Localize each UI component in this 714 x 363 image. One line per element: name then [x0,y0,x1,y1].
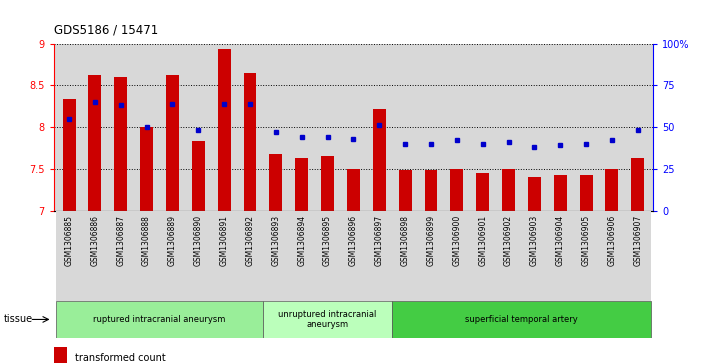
Text: GSM1306885: GSM1306885 [64,215,74,266]
Text: ruptured intracranial aneurysm: ruptured intracranial aneurysm [94,315,226,324]
Bar [269,154,282,211]
Bar [418,211,444,301]
Text: GSM1306906: GSM1306906 [608,215,616,266]
Text: GSM1306903: GSM1306903 [530,215,539,266]
Bar [425,171,438,211]
Bar [625,211,650,301]
Text: GSM1306890: GSM1306890 [193,215,203,266]
Text: tissue: tissue [4,314,33,325]
Text: GSM1306904: GSM1306904 [555,215,565,266]
Bar [321,156,334,211]
Bar [166,75,179,211]
Bar [554,175,567,211]
Bar [573,211,599,301]
Bar [82,211,108,301]
Bar [114,77,127,211]
Bar [451,169,463,211]
Bar [159,211,186,301]
Bar [366,211,392,301]
Bar [218,49,231,211]
Bar [237,211,263,301]
Bar [476,173,489,211]
Text: GSM1306889: GSM1306889 [168,215,177,266]
Text: GDS5186 / 15471: GDS5186 / 15471 [54,23,158,36]
Text: unruptured intracranial
aneurysm: unruptured intracranial aneurysm [278,310,377,329]
Bar [288,211,315,301]
Bar [56,301,263,338]
Bar [373,109,386,211]
Bar [192,141,205,211]
Bar [496,211,521,301]
Text: GSM1306900: GSM1306900 [453,215,461,266]
Bar [341,211,366,301]
Bar [108,211,134,301]
Bar [528,177,541,211]
Bar [263,301,392,338]
Bar [89,75,101,211]
Bar [263,211,288,301]
Bar [599,211,625,301]
Text: GSM1306905: GSM1306905 [582,215,590,266]
Text: GSM1306895: GSM1306895 [323,215,332,266]
Bar [502,169,515,211]
Text: transformed count: transformed count [74,354,166,363]
Text: GSM1306886: GSM1306886 [91,215,99,266]
Bar [347,169,360,211]
Bar [56,211,82,301]
Text: GSM1306887: GSM1306887 [116,215,125,266]
Text: GSM1306894: GSM1306894 [297,215,306,266]
Text: GSM1306907: GSM1306907 [633,215,643,266]
Bar [392,211,418,301]
Text: GSM1306892: GSM1306892 [246,215,254,266]
Bar [521,211,548,301]
Text: GSM1306898: GSM1306898 [401,215,410,266]
Bar [54,347,66,363]
Text: GSM1306891: GSM1306891 [220,215,228,266]
Bar [134,211,159,301]
Bar [631,158,644,211]
Bar [315,211,341,301]
Bar [444,211,470,301]
Bar [296,158,308,211]
Text: GSM1306902: GSM1306902 [504,215,513,266]
Bar [140,127,153,211]
Bar [605,169,618,211]
Bar [548,211,573,301]
Bar [580,175,593,211]
Text: GSM1306888: GSM1306888 [142,215,151,266]
Bar [243,73,256,211]
Bar [392,301,650,338]
Text: GSM1306893: GSM1306893 [271,215,281,266]
Text: GSM1306897: GSM1306897 [375,215,384,266]
Bar [470,211,496,301]
Text: GSM1306901: GSM1306901 [478,215,487,266]
Bar [186,211,211,301]
Bar [63,99,76,211]
Bar [398,171,411,211]
Bar [211,211,237,301]
Text: GSM1306896: GSM1306896 [349,215,358,266]
Text: GSM1306899: GSM1306899 [426,215,436,266]
Text: superficial temporal artery: superficial temporal artery [465,315,578,324]
